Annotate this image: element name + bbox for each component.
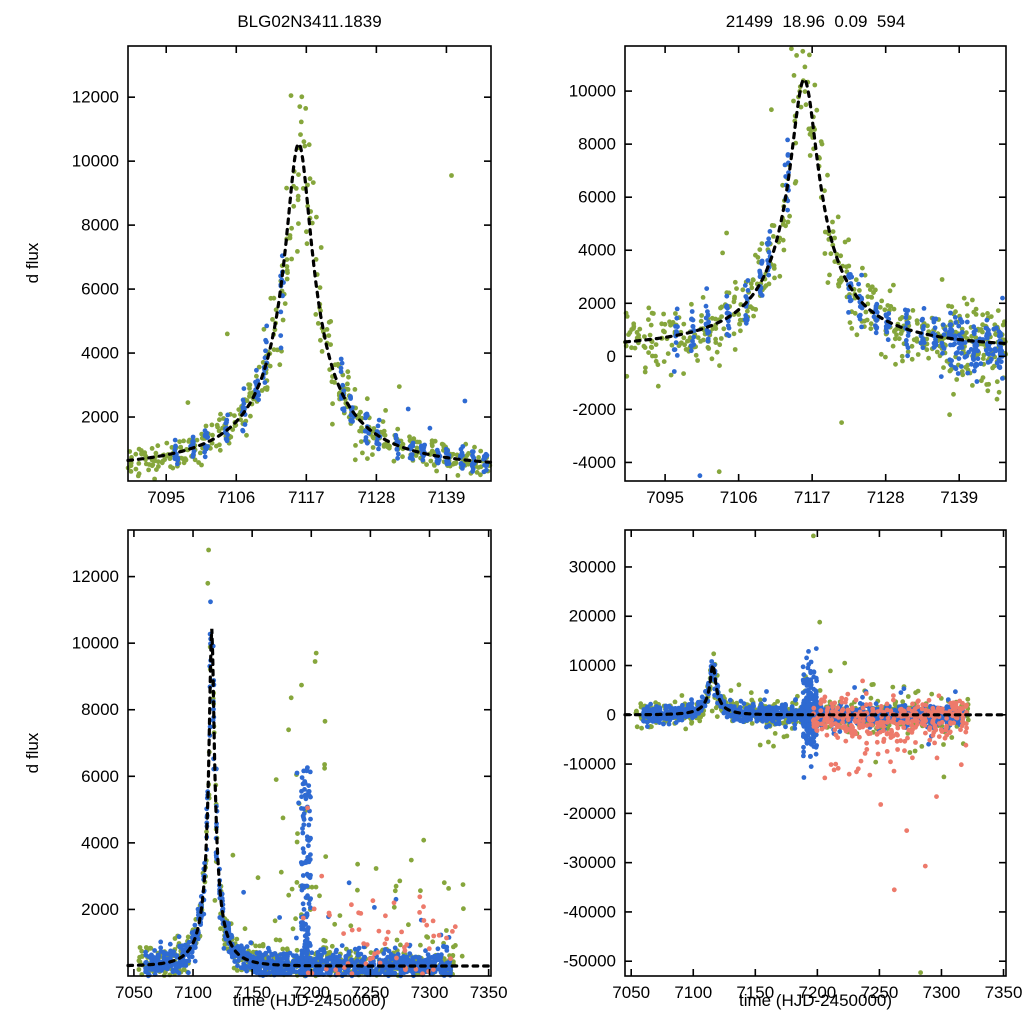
- y-tick-label: 4000: [578, 241, 616, 260]
- y-tick-label: 10000: [569, 82, 616, 101]
- y-tick-label: 8000: [81, 216, 119, 235]
- x-tick-label: 7106: [217, 488, 255, 507]
- x-tick-label: 7095: [147, 488, 185, 507]
- y-tick-label: 6000: [578, 188, 616, 207]
- y-tick-label: 2000: [81, 900, 119, 919]
- y-tick-label: 0: [607, 705, 616, 724]
- y-tick-label: 6000: [81, 280, 119, 299]
- plot-frame: [624, 45, 1007, 482]
- panel-bottom-right-xlabel: time (HJD-2450000): [738, 991, 893, 1010]
- axis-ticks: 7095 7106 7117 7128 7139 2000 4000 6000 8000 1000…: [72, 46, 491, 507]
- x-tick-label: 7100: [674, 983, 712, 1002]
- x-tick-label: 7128: [867, 488, 905, 507]
- x-tick-label: 7095: [646, 488, 684, 507]
- x-tick-label: 7250: [860, 983, 898, 1002]
- y-tick-label: 30000: [569, 557, 616, 576]
- y-tick-label: -2000: [573, 400, 616, 419]
- y-tick-label: 6000: [81, 767, 119, 786]
- scatter-points: [633, 533, 971, 975]
- panel-top-left: 7095 7106 7117 7128 7139 2000 4000 6000 8000 1000…: [72, 45, 493, 507]
- axis-ticks: 7050 7100 7150 7200 7250 7300 7350 -50000 -40000…: [563, 530, 1022, 1002]
- x-tick-label: 7139: [940, 488, 978, 507]
- y-tick-label: 10000: [72, 152, 119, 171]
- panel-bottom-right: 7050 7100 7150 7200 7250 7300 7350 -50000 -40000…: [563, 529, 1022, 1002]
- x-tick-label: 7300: [411, 983, 449, 1002]
- axis-ticks: 7095 7106 7117 7128 7139 -4000 -2000 0 2000 4000 6…: [569, 46, 1006, 507]
- x-tick-label: 7250: [351, 983, 389, 1002]
- panel-top-right: 7095 7106 7117 7128 7139 -4000 -2000 0 2000 4000 6…: [569, 45, 1008, 507]
- y-tick-label: 10000: [72, 634, 119, 653]
- y-tick-label: -40000: [563, 902, 616, 921]
- y-tick-label: -4000: [573, 453, 616, 472]
- y-tick-label: 4000: [81, 344, 119, 363]
- panel-top-left-title: BLG02N3411.1839: [237, 12, 382, 31]
- x-tick-label: 7128: [357, 488, 395, 507]
- x-tick-label: 7106: [720, 488, 758, 507]
- x-tick-label: 7150: [736, 983, 774, 1002]
- scatter-points: [623, 46, 1008, 479]
- x-tick-label: 7117: [794, 488, 831, 507]
- y-tick-label: -30000: [563, 853, 616, 872]
- y-tick-label: 0: [607, 347, 616, 366]
- x-tick-label: 7100: [174, 983, 212, 1002]
- plot-frame: [127, 529, 492, 977]
- x-tick-label: 7050: [115, 983, 153, 1002]
- y-tick-label: 10000: [569, 656, 616, 675]
- x-tick-label: 7050: [612, 983, 650, 1002]
- x-tick-label: 7150: [233, 983, 271, 1002]
- x-tick-label: 7117: [288, 488, 325, 507]
- y-tick-label: 2000: [81, 408, 119, 427]
- y-tick-label: 8000: [578, 135, 616, 154]
- x-tick-label: 7300: [923, 983, 961, 1002]
- y-tick-label: -20000: [563, 804, 616, 823]
- x-tick-label: 7200: [798, 983, 836, 1002]
- y-tick-label: 12000: [72, 88, 119, 107]
- plot-frame: [624, 529, 1007, 977]
- x-tick-label: 7350: [470, 983, 508, 1002]
- model-curve: [623, 659, 1008, 717]
- model-curve: [126, 628, 493, 968]
- y-tick-label: -10000: [563, 755, 616, 774]
- scatter-points: [136, 547, 466, 979]
- axis-ticks: 7050 7100 7150 7200 7250 7300 7350 2000 4000 6000…: [72, 530, 508, 1002]
- model-curve: [623, 77, 1008, 346]
- y-tick-label: 2000: [578, 294, 616, 313]
- panel-bottom-left: 7050 7100 7150 7200 7250 7300 7350 2000 4000 6000…: [72, 529, 508, 1002]
- y-tick-label: 4000: [81, 833, 119, 852]
- y-tick-label: 12000: [72, 567, 119, 586]
- panel-top-right-title: 21499 18.96 0.09 594: [725, 12, 906, 31]
- y-tick-label: 8000: [81, 700, 119, 719]
- x-tick-label: 7139: [428, 488, 466, 507]
- panel-bottom-left-xlabel: time (HJD-2450000): [232, 991, 387, 1010]
- y-tick-label: 20000: [569, 607, 616, 626]
- model-curve: [126, 142, 493, 464]
- y-tick-label: -50000: [563, 952, 616, 971]
- x-tick-label: 7200: [292, 983, 330, 1002]
- scatter-points: [125, 93, 493, 482]
- x-tick-label: 7350: [985, 983, 1023, 1002]
- plot-frame: [127, 45, 492, 482]
